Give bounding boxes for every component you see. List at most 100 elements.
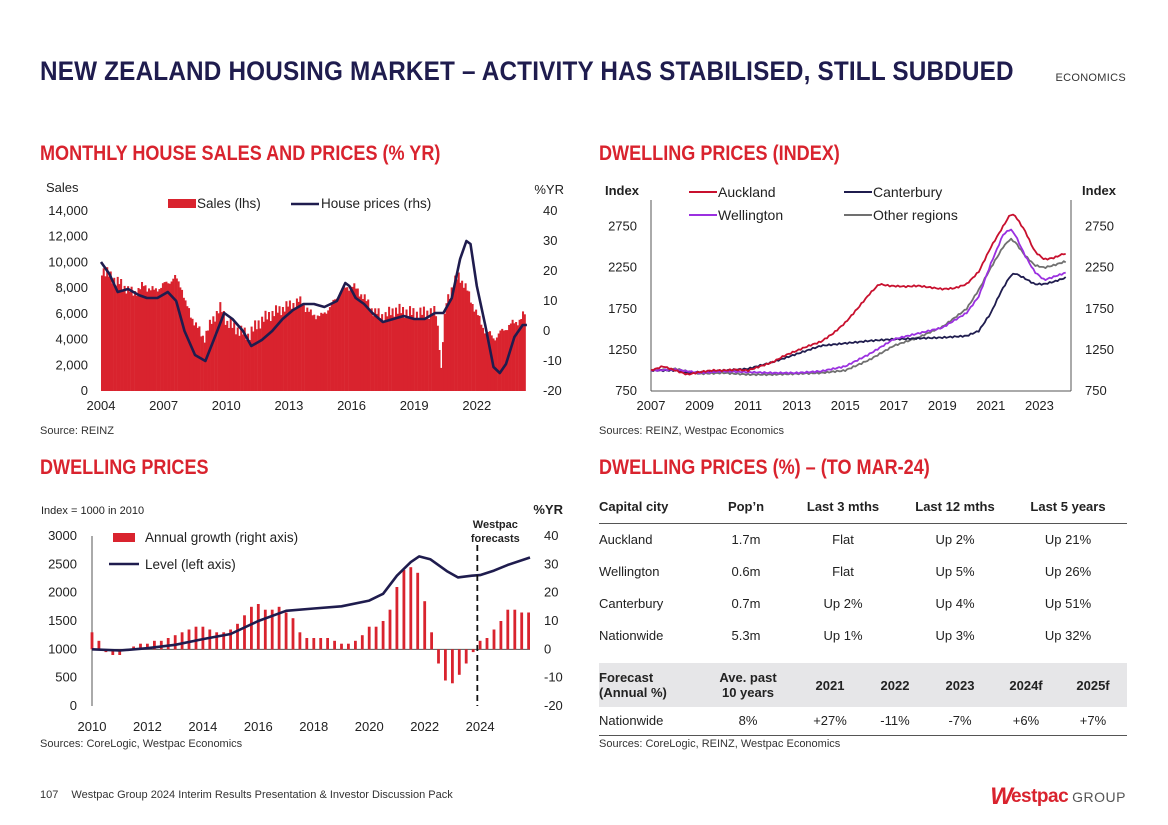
sales-bar	[252, 331, 255, 391]
growth-bar	[423, 601, 427, 650]
x-tick-label: 2009	[685, 398, 714, 413]
growth-bar	[291, 618, 295, 650]
sales-bar	[153, 289, 156, 391]
sales-bar	[102, 268, 105, 391]
table-cell: 0.7m	[731, 595, 761, 611]
y-left-tick-label: 12,000	[48, 229, 88, 244]
y-left-tick-label: 0	[81, 383, 88, 398]
sales-bar	[409, 306, 412, 391]
table-cell: Up 3%	[935, 627, 975, 643]
sales-bar	[388, 306, 391, 391]
y-right-tick-label: -20	[544, 698, 563, 713]
sales-bar	[170, 281, 173, 391]
sales-bar	[250, 326, 253, 391]
sales-bar	[407, 316, 410, 391]
sales-bar	[295, 298, 298, 391]
growth-bar	[444, 649, 447, 681]
sales-bar	[273, 316, 276, 391]
sales-bar	[337, 297, 340, 391]
y-left-tick-label: 1000	[48, 641, 77, 656]
y-right-axis-label: %YR	[534, 182, 564, 197]
x-tick-label: 2013	[782, 398, 811, 413]
growth-bar	[139, 643, 142, 650]
sales-bar	[278, 306, 281, 391]
x-tick-label: 2010	[212, 398, 241, 413]
legend-label-prices: House prices (rhs)	[321, 196, 431, 211]
sales-bar	[356, 288, 359, 391]
y-left-axis-label: Sales	[46, 180, 79, 195]
sales-bar	[212, 316, 215, 391]
sales-bar	[104, 276, 107, 391]
growth-bar	[374, 626, 378, 650]
sales-bar	[294, 307, 297, 391]
sales-bar	[283, 311, 286, 391]
table-row: Canterbury 0.7m Up 2% Up 4% Up 51%	[599, 587, 1127, 619]
sales-bar	[123, 285, 126, 391]
sales-bar	[327, 310, 330, 391]
growth-bar	[347, 643, 350, 650]
sales-bar	[248, 340, 251, 391]
sales-bar	[142, 286, 145, 391]
sales-bar	[233, 322, 236, 391]
sales-bar	[151, 286, 154, 391]
sales-bar	[146, 291, 149, 391]
sales-bar	[495, 337, 498, 391]
sales-bar	[287, 306, 290, 391]
sales-bar	[342, 285, 345, 391]
table-header: 2025f	[1076, 677, 1110, 693]
table-cell: Up 2%	[935, 531, 975, 547]
sales-bar	[330, 302, 333, 391]
sales-bar	[483, 333, 486, 391]
growth-bar	[388, 609, 392, 650]
legend-label-growth: Annual growth (right axis)	[145, 530, 298, 545]
sales-bar	[471, 304, 474, 391]
footer-text: Westpac Group 2024 Interim Results Prese…	[71, 789, 453, 801]
sales-bar	[247, 333, 250, 391]
table-row: Nationwide 8% +27% -11% -7% +6% +7%	[599, 707, 1127, 736]
sales-bar	[229, 318, 232, 391]
sales-bar	[302, 305, 305, 391]
sales-bar	[419, 307, 422, 391]
table-cell: Wellington	[599, 563, 660, 579]
x-tick-label: 2024	[466, 719, 495, 734]
sales-bar	[355, 288, 358, 391]
sales-bar	[177, 281, 180, 391]
chart-dwelling-prices: Westpac forecasts 0 500 1000 1500 2000 2500 3000…	[41, 502, 564, 734]
sales-bar	[108, 276, 111, 391]
x-tick-label: 2016	[337, 398, 366, 413]
growth-bar	[111, 649, 115, 655]
sales-bar	[301, 306, 304, 391]
sales-bar	[515, 322, 518, 391]
table-header: Pop’n	[707, 491, 785, 524]
sales-bar	[431, 314, 434, 391]
growth-bar	[118, 649, 122, 655]
sales-bar	[311, 315, 314, 391]
sales-bar	[403, 318, 406, 391]
sales-bar	[450, 287, 453, 391]
sales-bar	[118, 284, 121, 391]
sales-bar	[513, 323, 516, 391]
y-right-tick-label: -10	[543, 353, 562, 368]
legend-label: Other regions	[873, 207, 958, 223]
y-right-axis-label: %YR	[533, 502, 563, 517]
footer: 107 Westpac Group 2024 Interim Results P…	[40, 789, 463, 801]
sales-bar	[182, 297, 185, 391]
table-cell: 1.7m	[731, 531, 761, 547]
sales-bar	[389, 315, 392, 391]
y-left-tick-label: 14,000	[48, 203, 88, 218]
table-row: Auckland 1.7m Flat Up 2% Up 21%	[599, 523, 1127, 555]
sales-bar	[370, 308, 373, 391]
auckland-line	[650, 213, 1066, 376]
sales-bar	[417, 319, 420, 391]
table-cell: -7%	[927, 707, 993, 736]
sales-bar	[292, 303, 295, 391]
growth-bar	[492, 629, 496, 650]
y-right-tick-label: -10	[544, 670, 563, 685]
x-tick-label: 2022	[410, 719, 439, 734]
sales-bar	[335, 298, 338, 391]
sales-bar	[410, 315, 413, 391]
other-regions-line	[650, 237, 1067, 377]
sales-bar	[214, 321, 217, 391]
table-header: 2024f	[1009, 677, 1043, 693]
growth-bar	[451, 649, 454, 684]
